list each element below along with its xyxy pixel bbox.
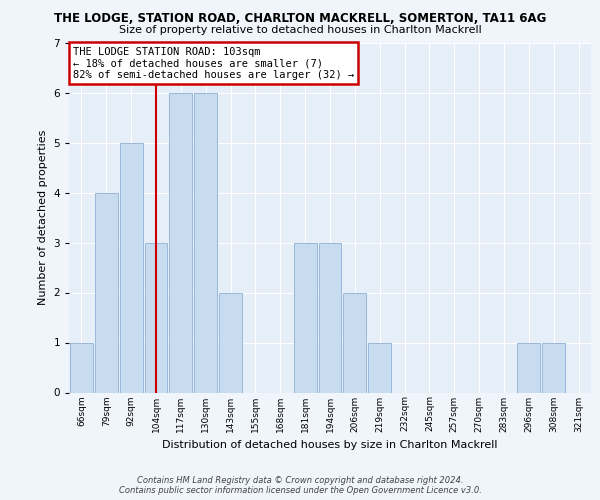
Bar [169,92,192,393]
Text: Contains HM Land Registry data © Crown copyright and database right 2024.
Contai: Contains HM Land Registry data © Crown c… [119,476,481,495]
Bar [70,342,93,392]
Bar [542,342,565,392]
Bar [294,242,317,392]
Bar [343,292,366,392]
Bar [145,242,167,392]
Y-axis label: Number of detached properties: Number of detached properties [38,130,48,305]
Text: Size of property relative to detached houses in Charlton Mackrell: Size of property relative to detached ho… [119,25,481,35]
Bar [120,142,143,392]
Bar [194,92,217,393]
Bar [319,242,341,392]
Text: THE LODGE STATION ROAD: 103sqm
← 18% of detached houses are smaller (7)
82% of s: THE LODGE STATION ROAD: 103sqm ← 18% of … [73,46,354,80]
X-axis label: Distribution of detached houses by size in Charlton Mackrell: Distribution of detached houses by size … [162,440,498,450]
Text: THE LODGE, STATION ROAD, CHARLTON MACKRELL, SOMERTON, TA11 6AG: THE LODGE, STATION ROAD, CHARLTON MACKRE… [54,12,546,26]
Bar [368,342,391,392]
Bar [517,342,540,392]
Bar [95,192,118,392]
Bar [219,292,242,392]
